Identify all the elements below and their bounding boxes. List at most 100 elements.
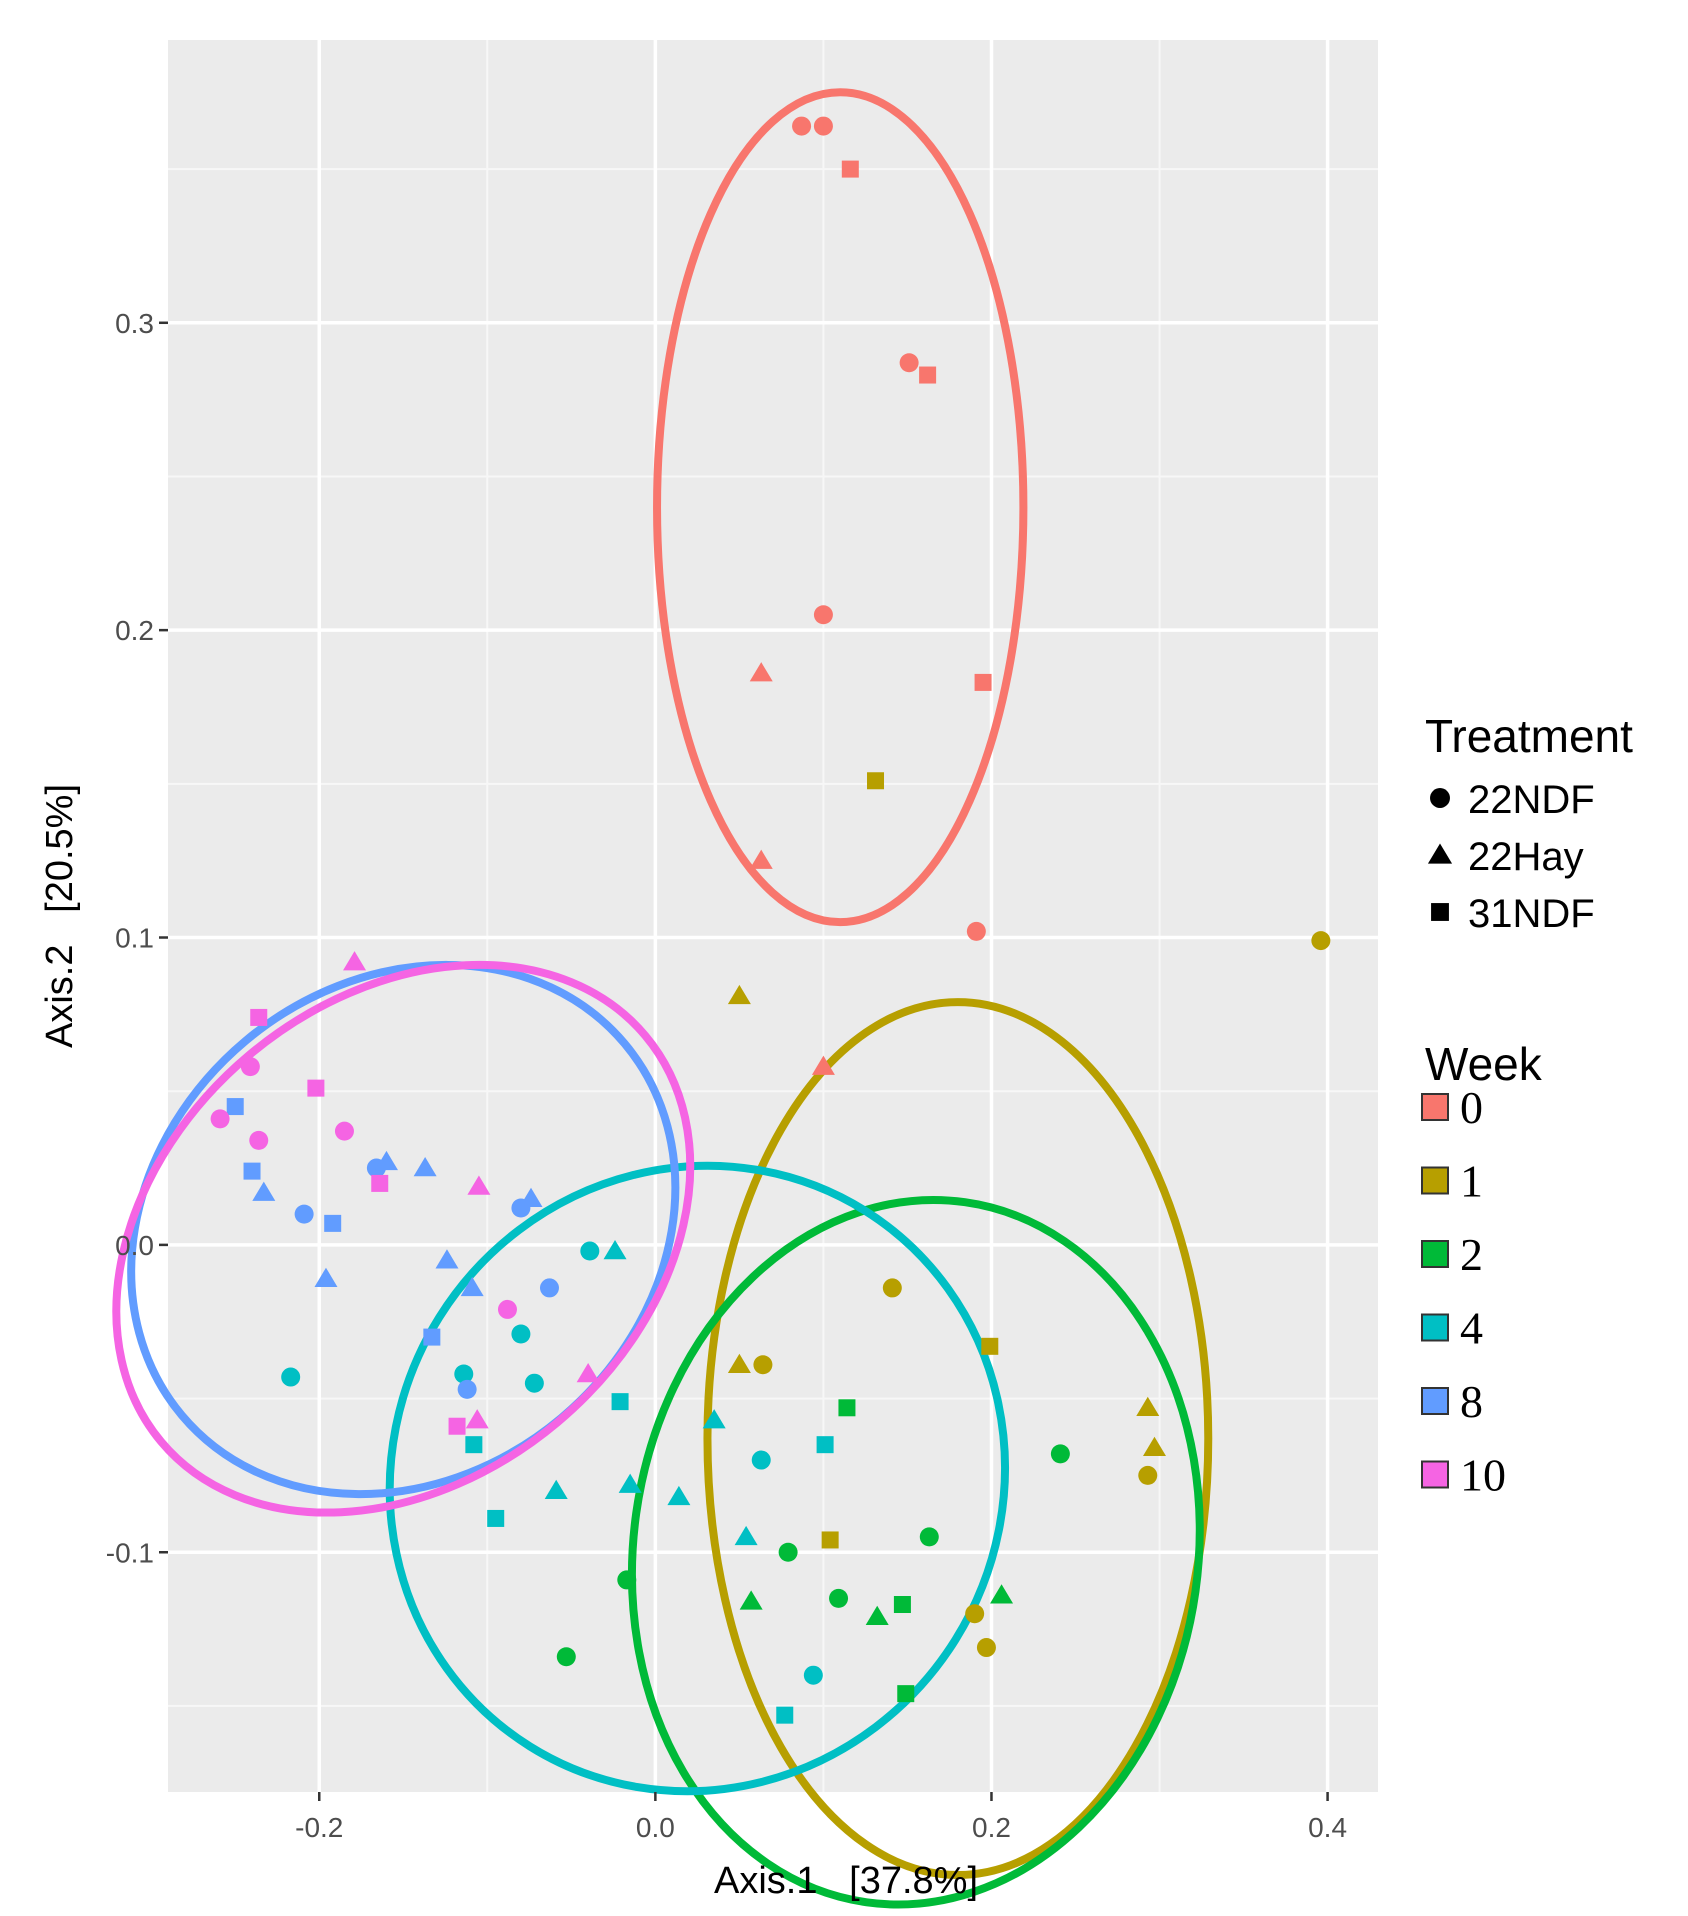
legend-shape-22ndf-icon [1430,788,1450,808]
legend-week-10-swatch [1421,1460,1449,1489]
data-point-week-4-22ndf [454,1364,474,1384]
data-point-week-0-22hay [749,849,773,869]
legend-week-title: Week [1425,1038,1543,1090]
x-tick-label: -0.2 [295,1812,343,1843]
y-axis-title: Axis.2 [20.5%] [39,784,81,1048]
data-point-week-8-22hay [519,1187,543,1208]
ellipse-week-0 [653,88,1028,927]
data-point-week-2-22ndf [556,1647,576,1667]
data-point-week-0-22hay [749,662,773,682]
x-tick-label: 0.2 [972,1812,1011,1843]
data-point-week-1-22ndf [882,1278,902,1298]
data-point-week-10-22hay [467,1175,491,1195]
x-tick-label: 0.0 [636,1812,675,1843]
data-point-week-8-31ndf [423,1328,441,1346]
data-point-week-1-31ndf [981,1337,999,1355]
ellipse-week-2 [627,1196,1204,1909]
data-point-week-8-22hay [413,1157,437,1177]
legend-week-8-swatch [1421,1387,1449,1415]
data-point-week-2-22ndf [617,1570,637,1590]
data-point-week-2-22hay [865,1605,889,1626]
data-point-week-4-31ndf [776,1706,794,1724]
ellipse-week-1 [703,998,1213,1879]
data-point-week-1-22hay [1142,1436,1166,1456]
legend-week-label: 10 [1460,1450,1506,1501]
data-point-week-2-22ndf [919,1527,939,1547]
data-point-week-8-22hay [435,1249,459,1269]
data-point-week-1-22hay [727,1353,751,1374]
data-point-week-1-31ndf [821,1531,839,1549]
data-point-week-4-22ndf [524,1373,544,1393]
data-point-week-1-22hay [1136,1396,1160,1417]
data-point-week-4-22hay [603,1240,627,1260]
y-tick-label: 0.2 [115,615,154,646]
legend-week-entries: 0 1 2 4 8 10 [1421,1082,1506,1501]
data-point-week-4-22hay [702,1409,726,1429]
data-point-week-2-31ndf [893,1596,911,1614]
ellipse-week-4 [385,1161,1009,1796]
data-point-week-4-22hay [618,1473,642,1493]
x-axis-title: Axis.1 [37.8%] [714,1860,978,1902]
data-point-week-4-22ndf [511,1324,531,1344]
data-point-week-10-22ndf [240,1057,260,1077]
legend-shape-label: 22NDF [1468,778,1595,822]
data-point-week-4-31ndf [465,1436,483,1454]
data-point-week-10-22ndf [497,1299,517,1319]
data-point-week-1-22ndf [753,1355,773,1375]
data-points [210,116,1331,1724]
y-tick-label: 0.0 [115,1230,154,1261]
data-point-week-4-22ndf [751,1450,771,1470]
data-point-week-1-22hay [727,984,751,1005]
data-point-week-2-22ndf [829,1588,849,1608]
data-point-week-0-31ndf [974,673,992,691]
data-point-week-1-22ndf [965,1604,985,1624]
data-point-week-2-22ndf [1050,1444,1070,1464]
data-point-week-10-31ndf [307,1079,325,1097]
y-tick-label: 0.1 [115,923,154,954]
ellipses [112,88,1213,1909]
legend-week-0-swatch [1421,1093,1449,1121]
legend-week-label: 0 [1460,1082,1483,1133]
legend-shape-label: 22Hay [1468,835,1584,879]
data-point-week-8-22ndf [294,1204,314,1224]
data-point-week-10-22hay [465,1409,489,1429]
y-tick-label: 0.3 [115,308,154,339]
data-point-week-10-22ndf [210,1109,230,1129]
data-point-week-8-22ndf [539,1278,559,1298]
legend-treatment-entries: 22NDF 22Hay 31NDF [1427,778,1595,936]
data-point-week-2-22hay [990,1584,1014,1604]
data-point-week-8-22hay [374,1150,398,1171]
data-point-week-8-22hay [460,1276,484,1297]
data-point-week-0-22ndf [966,921,986,941]
data-point-week-4-22hay [544,1479,568,1500]
y-axis: -0.1 0.0 0.1 0.2 0.3 [106,308,168,1568]
data-point-week-2-31ndf [897,1685,915,1703]
legend-shape-22hay-icon [1427,843,1453,864]
data-point-week-8-22hay [252,1181,276,1201]
data-point-week-8-22hay [314,1267,338,1287]
data-point-week-1-22ndf [1138,1465,1158,1485]
legend-week-1-swatch [1421,1166,1449,1195]
data-point-week-10-31ndf [250,1008,268,1026]
legend-week-label: 1 [1460,1156,1483,1207]
legend-week-label: 8 [1460,1376,1483,1427]
legend-week-label: 2 [1460,1229,1483,1280]
data-point-week-8-31ndf [324,1214,342,1232]
data-point-week-0-22ndf [813,605,833,625]
x-tick-label: 0.4 [1308,1812,1347,1843]
ellipse-week-10 [112,960,695,1517]
data-point-week-4-31ndf [611,1393,629,1411]
grid-major [168,40,1378,1792]
y-tick-label: -0.1 [106,1537,154,1568]
legend-week-2-swatch [1421,1240,1449,1268]
legend-week-label: 4 [1460,1303,1483,1354]
data-point-week-10-22ndf [249,1130,269,1150]
data-point-week-4-22ndf [580,1241,600,1261]
data-point-week-10-31ndf [371,1174,389,1192]
data-point-week-0-22hay [811,1055,835,1075]
data-point-week-10-22ndf [334,1121,354,1141]
data-point-week-1-22ndf [1311,931,1331,951]
plot-panel [168,40,1378,1792]
data-point-week-0-22ndf [899,353,919,373]
